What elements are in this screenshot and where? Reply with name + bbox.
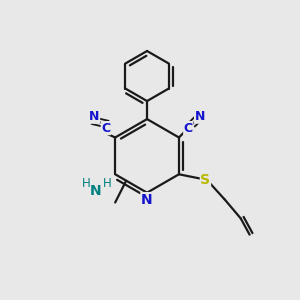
- Text: C: C: [184, 122, 193, 135]
- Text: N: N: [141, 193, 153, 207]
- Text: H: H: [82, 177, 91, 190]
- Text: H: H: [103, 177, 111, 190]
- Text: N: N: [90, 184, 101, 198]
- Text: N: N: [89, 110, 100, 123]
- Text: C: C: [101, 122, 110, 135]
- Text: N: N: [195, 110, 205, 123]
- Text: S: S: [200, 173, 210, 187]
